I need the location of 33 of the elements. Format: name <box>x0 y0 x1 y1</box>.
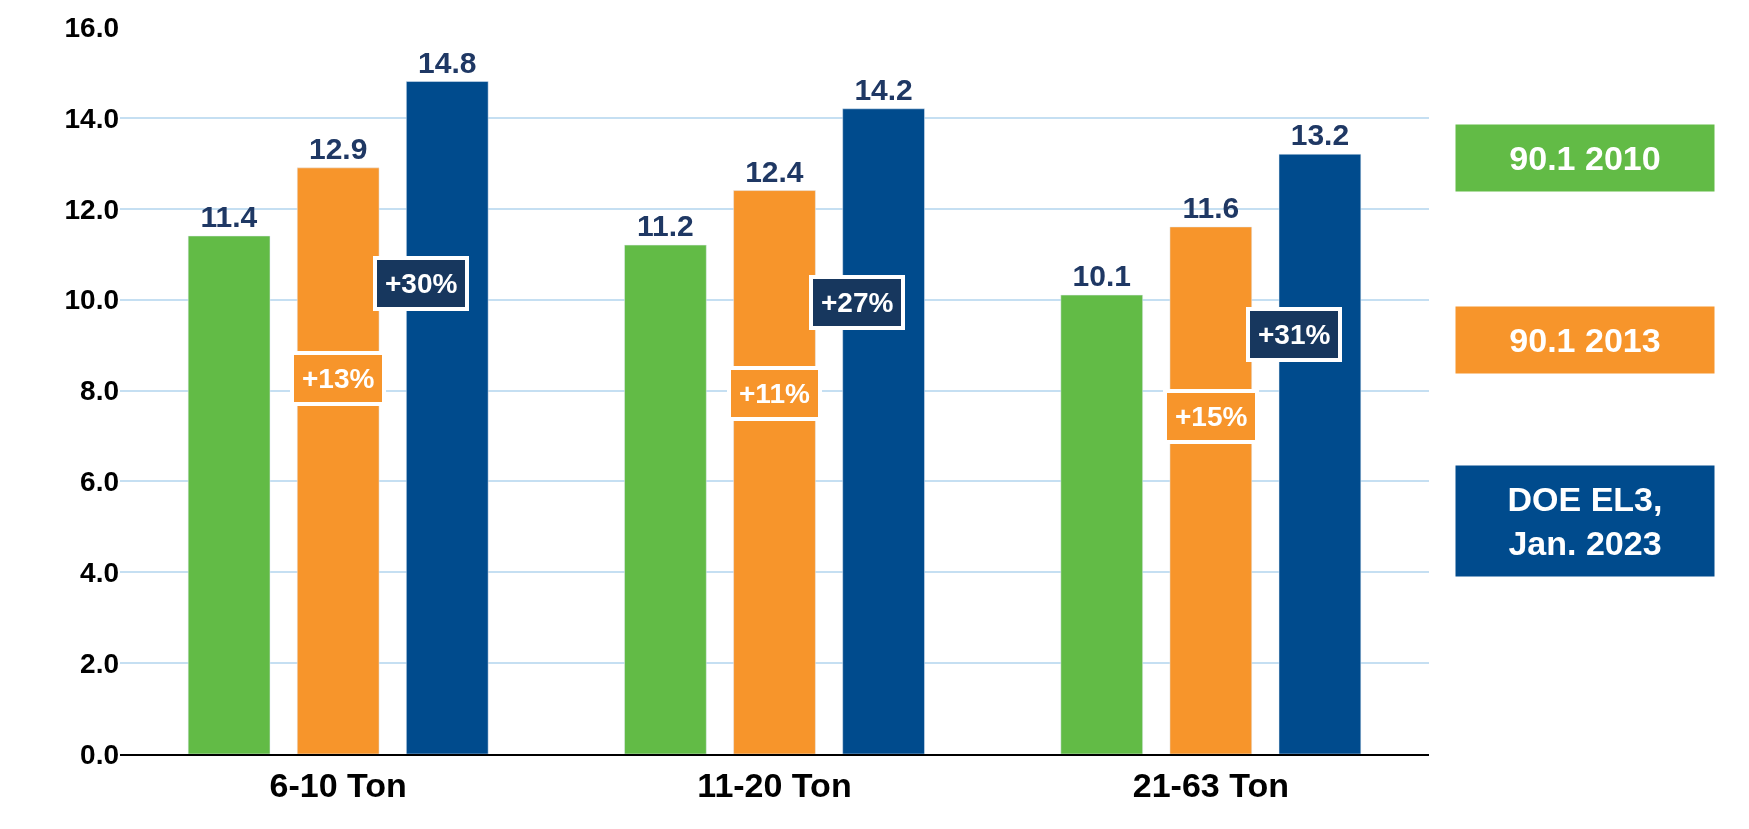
data-label: 10.1 <box>1072 259 1131 293</box>
data-label: 11.4 <box>200 200 258 234</box>
y-tick-label: 6.0 <box>80 466 119 498</box>
x-tick-label: 6-10 Ton <box>269 765 407 804</box>
text: 90.1 2013 <box>1509 321 1661 359</box>
x-tick-label: 11-20 Ton <box>697 765 852 804</box>
y-tick-label: 8.0 <box>80 375 119 407</box>
y-tick-label: 2.0 <box>80 647 119 679</box>
text: DOE EL3, Jan. 2023 <box>1507 480 1663 563</box>
annotation: +31% <box>1258 319 1331 350</box>
data-label: 14.2 <box>854 72 913 106</box>
data-label: 11.6 <box>1182 190 1240 224</box>
data-label: 12.4 <box>745 154 804 188</box>
data-label: 11.2 <box>637 209 694 243</box>
y-tick-label: 16.0 <box>64 11 119 43</box>
x-tick-label: 21-63 Ton <box>1132 765 1289 804</box>
y-tick-label: 0.0 <box>80 738 119 770</box>
bar <box>1060 294 1143 754</box>
annotation: +27% <box>821 287 894 318</box>
annotation: +30% <box>385 268 458 299</box>
data-label: 12.9 <box>308 131 368 165</box>
data-label: 14.8 <box>418 45 477 79</box>
annotation: +11% <box>739 378 810 409</box>
y-tick-label: 10.0 <box>64 284 119 316</box>
y-tick-label: 14.0 <box>64 102 119 134</box>
y-tick-label: 4.0 <box>80 557 119 589</box>
bar <box>624 244 707 754</box>
annotation: +15% <box>1175 401 1248 432</box>
y-tick-label: 12.0 <box>64 193 119 225</box>
data-label: 13.2 <box>1290 118 1350 152</box>
text: 90.1 2010 <box>1509 139 1661 177</box>
annotation: +13% <box>302 363 375 394</box>
bar <box>187 235 271 754</box>
